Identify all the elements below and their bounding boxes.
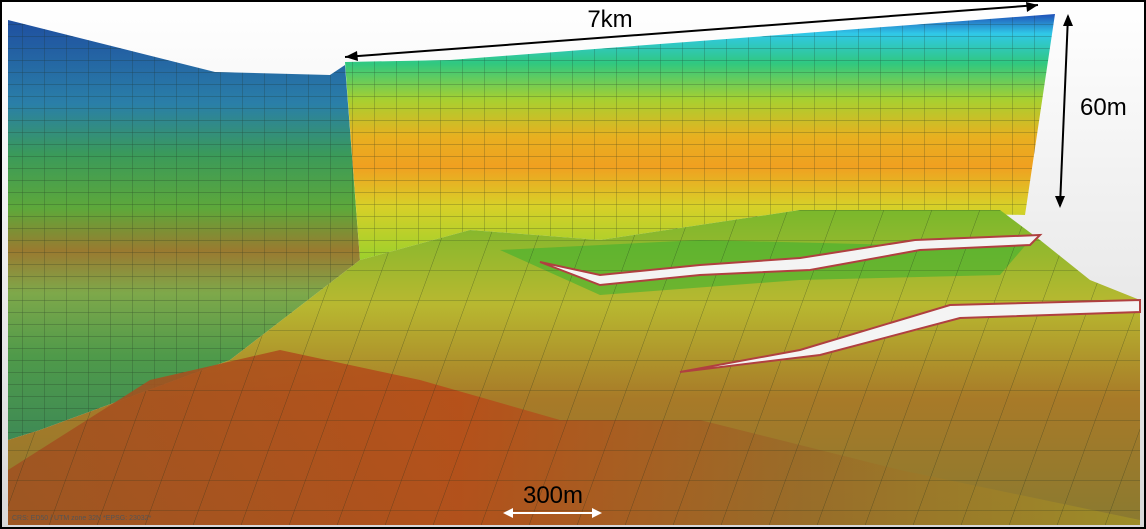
length-label: 7km (587, 6, 632, 33)
arrow-heads (503, 508, 602, 518)
floor-grid (8, 210, 1140, 525)
left-wall-grid (8, 20, 360, 440)
fault (679, 298, 1141, 373)
length-arrow (344, 4, 1039, 58)
main-block-grid (345, 14, 1055, 260)
height-arrow (1059, 15, 1069, 207)
cell-label: 300m (523, 482, 583, 509)
height-label: 60m (1080, 94, 1127, 121)
crs-label: CRS: ED50 / UTM zone 32N *EPSG: 23032* (12, 515, 152, 522)
fault (539, 233, 1043, 287)
